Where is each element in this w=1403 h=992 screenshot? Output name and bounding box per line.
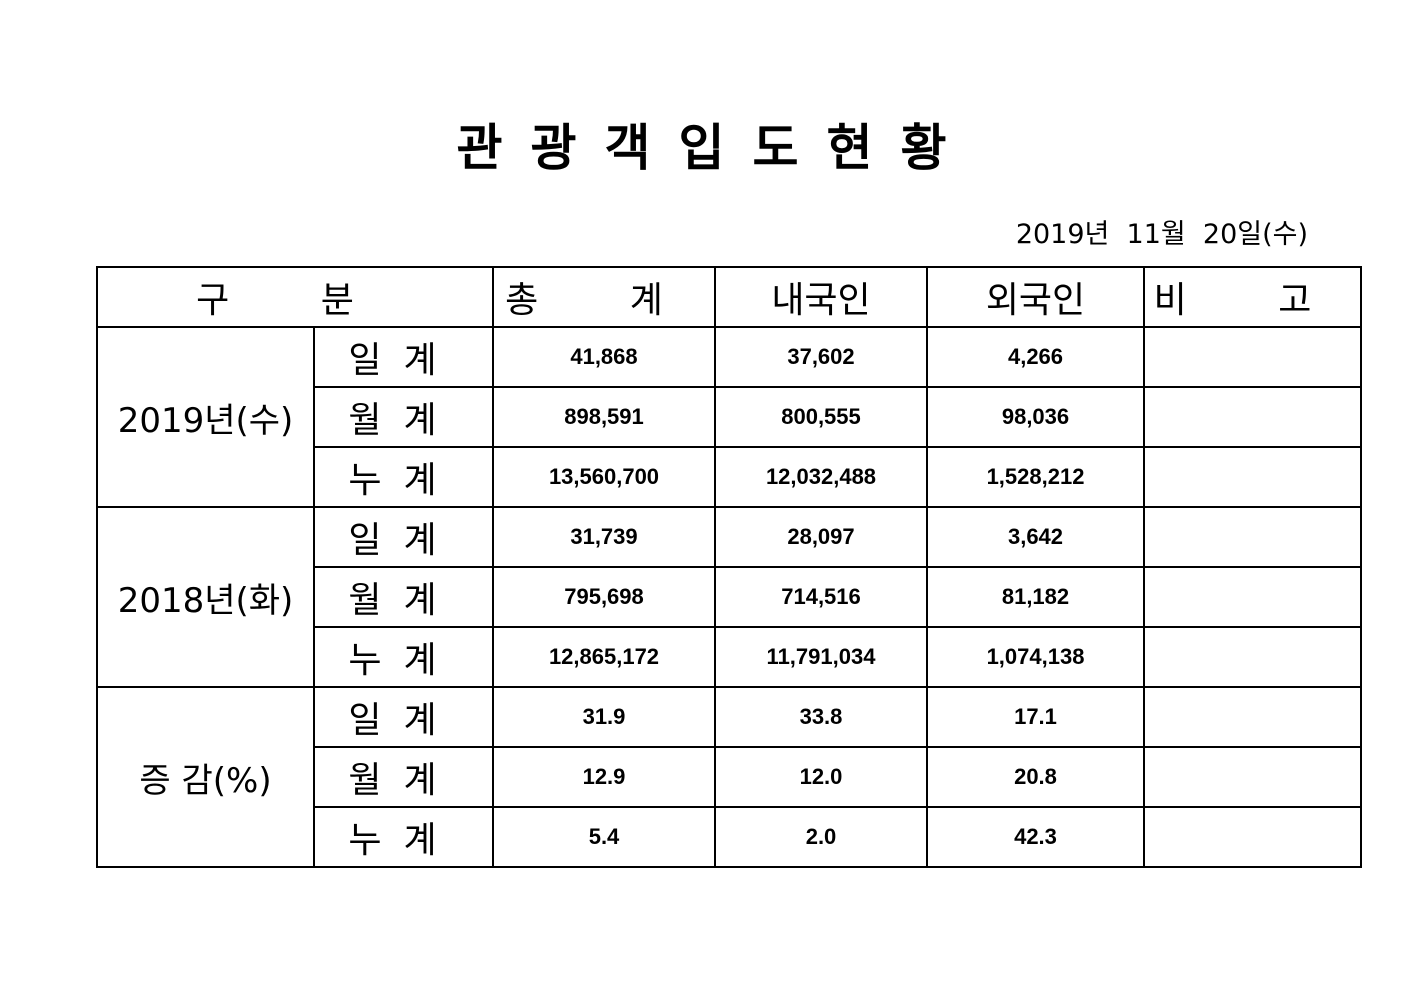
row-label: 월계: [313, 386, 494, 448]
cell-domestic: 2.0: [714, 806, 928, 868]
cell-total: 795,698: [492, 566, 716, 628]
cell-foreign: 98,036: [926, 386, 1145, 448]
cell-foreign: 42.3: [926, 806, 1145, 868]
cell-total: 5.4: [492, 806, 716, 868]
cell-total: 31.9: [492, 686, 716, 748]
report-date: 2019년 11월 20일(수): [1015, 219, 1308, 250]
cell-remarks: [1143, 446, 1362, 508]
table-row: 월계 795,698 714,516 81,182: [97, 566, 1362, 628]
cell-domestic: 11,791,034: [714, 626, 928, 688]
table-row: 2019년(수) 일계 41,868 37,602 4,266: [96, 326, 1362, 508]
row-label: 월계: [313, 746, 494, 808]
header-remarks: 비 고: [1143, 266, 1362, 328]
table-row: 증 감(%) 일계 31.9 33.8 17.1: [96, 686, 1362, 868]
row-label: 일계: [313, 326, 494, 388]
cell-foreign: 81,182: [926, 566, 1145, 628]
table-row: 누계 12,865,172 11,791,034 1,074,138: [97, 626, 1362, 688]
group-label-2019: 2019년(수): [96, 326, 315, 508]
cell-foreign: 1,074,138: [926, 626, 1145, 688]
cell-domestic: 12,032,488: [714, 446, 928, 508]
cell-domestic: 33.8: [714, 686, 928, 748]
table-row: 월계 898,591 800,555 98,036: [97, 386, 1362, 448]
cell-remarks: [1143, 746, 1362, 808]
cell-remarks: [1143, 566, 1362, 628]
cell-total: 12,865,172: [492, 626, 716, 688]
cell-foreign: 3,642: [926, 506, 1145, 568]
cell-domestic: 714,516: [714, 566, 928, 628]
title-char: 광: [530, 119, 577, 177]
row-label: 월계: [313, 566, 494, 628]
row-label: 누계: [313, 446, 494, 508]
cell-remarks: [1143, 506, 1362, 568]
title-char: 객: [604, 119, 651, 177]
row-label: 일계: [313, 506, 494, 568]
header-row: 구 분 총 계 내국인 외국인 비 고: [96, 266, 1362, 328]
title-char: 도: [752, 119, 799, 177]
row-label: 일계: [313, 686, 494, 748]
cell-foreign: 17.1: [926, 686, 1145, 748]
cell-remarks: [1143, 326, 1362, 388]
header-foreign: 외국인: [926, 266, 1145, 328]
cell-total: 41,868: [492, 326, 716, 388]
cell-remarks: [1143, 386, 1362, 448]
title-char: 현: [826, 119, 873, 177]
cell-domestic: 28,097: [714, 506, 928, 568]
tourist-stats-table: 구 분 총 계 내국인 외국인 비 고 2019년(수) 일계 41,868 3…: [96, 266, 1362, 868]
table-row: 누계 13,560,700 12,032,488 1,528,212: [97, 446, 1362, 508]
cell-remarks: [1143, 686, 1362, 748]
cell-domestic: 37,602: [714, 326, 928, 388]
header-domestic: 내국인: [714, 266, 928, 328]
cell-total: 31,739: [492, 506, 716, 568]
header-category: 구 분: [96, 266, 494, 328]
cell-foreign: 1,528,212: [926, 446, 1145, 508]
group-label-change: 증 감(%): [96, 686, 315, 868]
cell-foreign: 4,266: [926, 326, 1145, 388]
cell-foreign: 20.8: [926, 746, 1145, 808]
row-label: 누계: [313, 626, 494, 688]
table-row: 월계 12.9 12.0 20.8: [97, 746, 1362, 808]
title-char: 관: [456, 119, 503, 177]
header-total: 총 계: [492, 266, 716, 328]
cell-total: 898,591: [492, 386, 716, 448]
cell-total: 12.9: [492, 746, 716, 808]
table-row: 누계 5.4 2.0 42.3: [97, 806, 1362, 868]
row-label: 누계: [313, 806, 494, 868]
title-char: 입: [678, 119, 725, 177]
group-label-2018: 2018년(화): [96, 506, 315, 688]
cell-remarks: [1143, 806, 1362, 868]
table-row: 2018년(화) 일계 31,739 28,097 3,642: [96, 506, 1362, 688]
cell-domestic: 12.0: [714, 746, 928, 808]
title-char: 황: [900, 119, 947, 177]
cell-domestic: 800,555: [714, 386, 928, 448]
cell-total: 13,560,700: [492, 446, 716, 508]
cell-remarks: [1143, 626, 1362, 688]
